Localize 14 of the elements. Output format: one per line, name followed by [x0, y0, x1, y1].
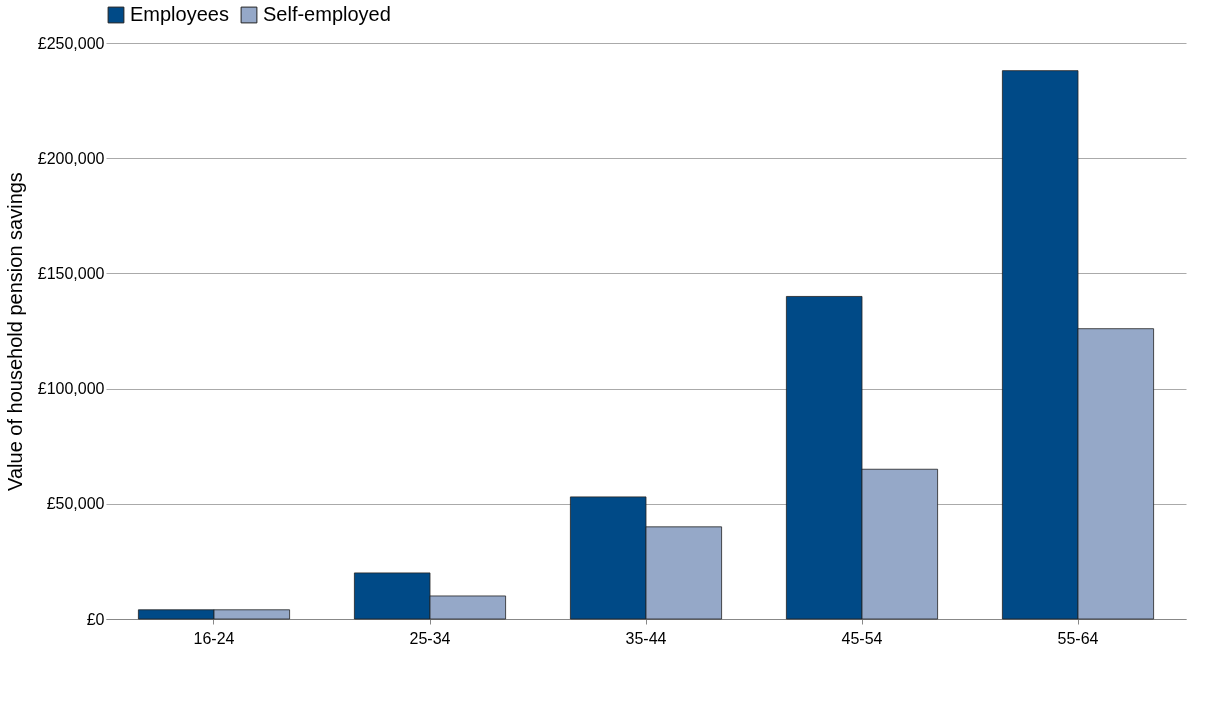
- x-tick-label: 35-44: [625, 629, 667, 647]
- x-tick-label: 45-54: [841, 629, 883, 647]
- y-tick-label: £100,000: [37, 380, 105, 398]
- y-axis-title: Value of household pension savings: [3, 172, 26, 491]
- y-tick-label: £0: [86, 610, 105, 628]
- y-tick-label: £50,000: [46, 495, 105, 513]
- x-tick-label: 55-64: [1057, 629, 1099, 647]
- y-tick-label: £150,000: [37, 264, 105, 282]
- x-tick-label: 16-24: [193, 629, 235, 647]
- legend-label: Self-employed: [263, 3, 391, 25]
- y-tick-label: £200,000: [37, 149, 105, 167]
- legend-label: Employees: [130, 3, 229, 25]
- x-tick-label: 25-34: [409, 629, 451, 647]
- y-tick-label: £250,000: [37, 34, 105, 52]
